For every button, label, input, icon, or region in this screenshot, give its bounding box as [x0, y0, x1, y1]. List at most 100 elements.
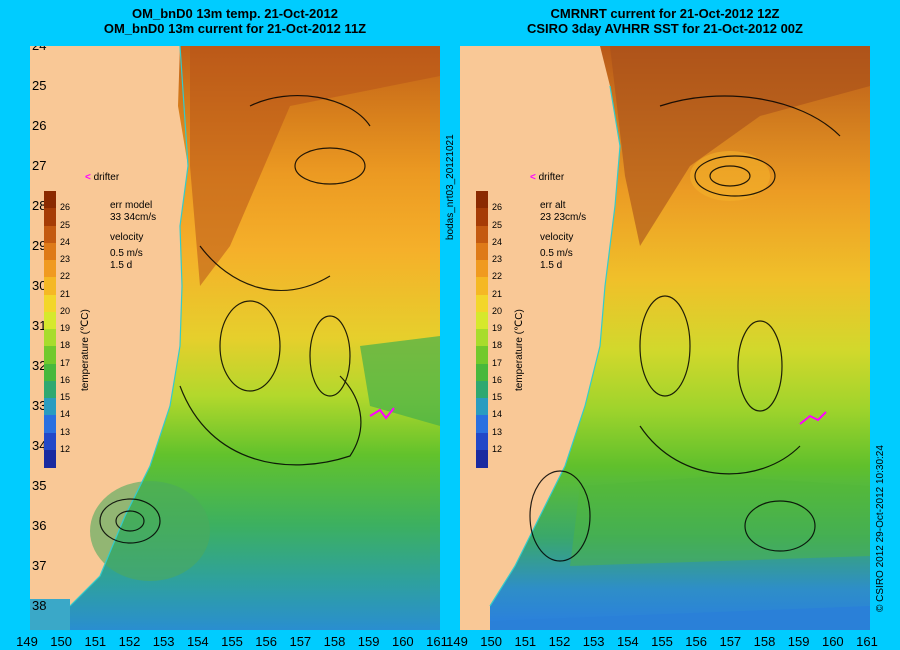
- lat-tick: 34: [32, 438, 47, 453]
- lon-tick: 158: [323, 634, 346, 649]
- lat-tick: 32: [32, 358, 47, 373]
- lat-tick: 33: [32, 398, 47, 413]
- err-label: err model: [110, 200, 153, 211]
- colorbar-segment: [476, 415, 488, 433]
- colorbar-segment: [476, 294, 488, 313]
- lon-tick: 161: [856, 634, 878, 649]
- err-label: err alt: [540, 200, 566, 211]
- colorbar-segment: [476, 363, 488, 382]
- lon-tick: 152: [118, 634, 141, 649]
- lon-tick: 149: [446, 634, 468, 649]
- colorbar-segment: [476, 449, 488, 468]
- colorbar-segment: [476, 225, 488, 244]
- left-info-block: err model 33 34cm/s velocity 0.5 m/s 1.5…: [110, 200, 156, 272]
- colorbar-segment: [44, 380, 56, 399]
- lon-tick: 158: [753, 634, 776, 649]
- left-sst-field: [30, 46, 440, 630]
- colorbar-tick-label: 19: [492, 323, 503, 333]
- colorbar-tick-label: 12: [60, 443, 71, 454]
- colorbar-segment: [44, 191, 56, 209]
- right-map-panel: < drifter err alt 23 23cm/s velocity 0.5…: [460, 46, 870, 630]
- lon-tick: 151: [84, 634, 107, 649]
- colorbar-tick-label: 14: [60, 409, 71, 420]
- colorbar-segment: [44, 363, 56, 382]
- colorbar-tick-label: 22: [492, 271, 503, 282]
- velocity-time: 1.5 d: [540, 260, 563, 271]
- lat-tick: 27: [32, 158, 47, 173]
- colorbar-tick-label: 19: [60, 323, 71, 333]
- lat-tick: 35: [32, 478, 47, 493]
- lon-tick: 150: [50, 634, 72, 649]
- colorbar-tick-label: 24: [492, 236, 503, 247]
- colorbar-segment: [44, 432, 56, 451]
- lat-tick: 31: [32, 318, 47, 333]
- lon-tick: 153: [152, 634, 175, 649]
- colorbar-segment: [476, 380, 488, 399]
- lon-tick: 153: [582, 634, 605, 649]
- copyright-label: © CSIRO 2012 29-Oct-2012 10:30:24: [875, 445, 886, 612]
- lon-tick: 160: [391, 634, 414, 649]
- right-info-block: err alt 23 23cm/s velocity 0.5 m/s 1.5 d: [540, 200, 586, 272]
- colorbar-tick-label: 13: [60, 426, 71, 437]
- colorbar-segment: [44, 294, 56, 313]
- colorbar-tick-label: 16: [60, 374, 71, 385]
- lon-tick: 150: [480, 634, 502, 649]
- colorbar-segment: [44, 346, 56, 364]
- colorbar-tick-label: 23: [492, 254, 503, 264]
- colorbar-segment: [44, 449, 56, 468]
- lon-tick: 154: [616, 634, 639, 649]
- lon-tick: 152: [548, 634, 571, 649]
- colorbar-segment: [44, 398, 56, 416]
- colorbar-tick-label: 20: [60, 305, 71, 316]
- colorbar-tick-label: 21: [60, 288, 71, 299]
- colorbar-segment: [44, 311, 56, 330]
- right-sst-field: [489, 46, 870, 630]
- lon-tick: 159: [787, 634, 810, 649]
- colorbar-segment: [476, 432, 488, 451]
- lon-tick: 155: [221, 634, 243, 649]
- colorbar-tick-label: 25: [60, 219, 71, 230]
- colorbar-title: temperature (℃C): [514, 309, 525, 391]
- colorbar-segment: [476, 311, 488, 330]
- velocity-scale: 0.5 m/s: [540, 248, 573, 259]
- colorbar-segment: [476, 242, 488, 261]
- colorbar-segment: [476, 208, 488, 226]
- right-title-line2: CSIRO 3day AVHRR SST for 21-Oct-2012 00Z: [527, 21, 803, 36]
- colorbar-tick-label: 15: [492, 392, 503, 402]
- colorbar-segment: [476, 329, 488, 347]
- colorbar-tick-label: 12: [492, 443, 503, 454]
- velocity-scale: 0.5 m/s: [110, 248, 143, 259]
- colorbar-segment: [44, 277, 56, 295]
- colorbar-tick-label: 14: [492, 409, 503, 420]
- colorbar-segment: [44, 415, 56, 433]
- lon-tick: 154: [186, 634, 209, 649]
- lon-tick: 159: [357, 634, 380, 649]
- colorbar-tick-label: 16: [492, 374, 503, 385]
- left-panel-title: OM_bnD0 13m temp. 21-Oct-2012 OM_bnD0 13…: [30, 6, 440, 36]
- velocity-time: 1.5 d: [110, 260, 133, 271]
- lat-tick: 25: [32, 78, 47, 93]
- left-title-line1: OM_bnD0 13m temp. 21-Oct-2012: [132, 6, 338, 21]
- lon-tick: 157: [289, 634, 312, 649]
- colorbar-segment: [476, 191, 488, 209]
- lat-tick: 24: [32, 46, 56, 53]
- colorbar-tick-label: 26: [492, 202, 503, 213]
- err-value: 23 23cm/s: [540, 212, 587, 223]
- lat-tick: 26: [32, 118, 47, 133]
- lat-tick: 30: [32, 278, 47, 293]
- drifter-label: drifter: [538, 172, 565, 183]
- colorbar-segment: [476, 260, 488, 278]
- lat-tick: 29: [32, 238, 47, 253]
- lon-tick: 161: [426, 634, 448, 649]
- colorbar-tick-label: 18: [60, 340, 71, 351]
- colorbar-tick-label: 15: [60, 392, 71, 402]
- drifter-label: drifter: [93, 172, 120, 183]
- velocity-label: velocity: [540, 232, 574, 243]
- colorbar-tick-label: 17: [60, 357, 71, 368]
- colorbar-tick-label: 21: [492, 288, 503, 299]
- colorbar: 26 25 24 23 22 21 20 19 18 17 16 15 14 13 12: [44, 191, 70, 468]
- right-panel-title: CMRNRT current for 21-Oct-2012 12Z CSIRO…: [460, 6, 870, 36]
- lat-tick: 36: [32, 518, 47, 533]
- colorbar-segment: [476, 277, 488, 295]
- lon-tick: 155: [651, 634, 673, 649]
